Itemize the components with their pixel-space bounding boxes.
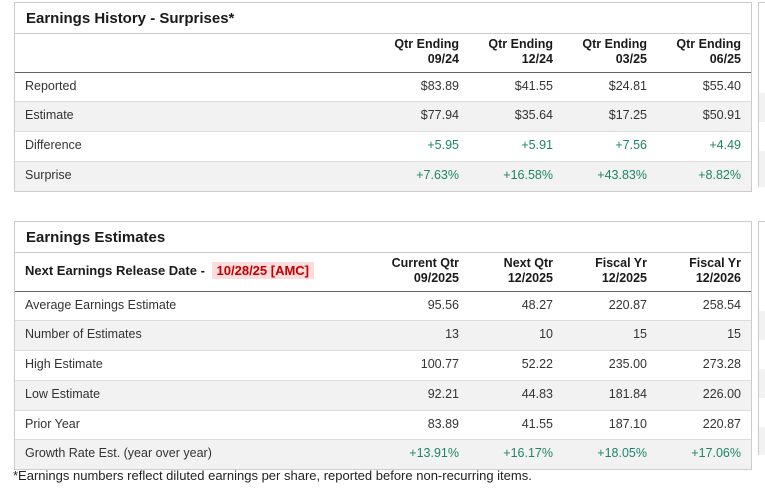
cell-value: $17.25 [563, 101, 657, 132]
row-label: Number of Estimates [15, 320, 375, 351]
earnings-history-card: Earnings History - Surprises* Qtr Ending… [14, 2, 752, 192]
table-row: High Estimate 100.77 52.22 235.00 273.28 [15, 350, 751, 381]
cell-value: +5.95 [375, 131, 469, 162]
earnings-history-header-row: Qtr Ending 09/24 Qtr Ending 12/24 Qtr En… [15, 34, 751, 73]
row-label: Difference [15, 131, 375, 162]
cell-value: 226.00 [657, 380, 751, 411]
earnings-history-table: Qtr Ending 09/24 Qtr Ending 12/24 Qtr En… [15, 34, 751, 191]
row-label: High Estimate [15, 350, 375, 381]
cell-value: 181.84 [563, 380, 657, 411]
table-row: Difference +5.95 +5.91 +7.56 +4.49 [15, 131, 751, 162]
table-row: Surprise +7.63% +16.58% +43.83% +8.82% [15, 161, 751, 191]
row-label: Estimate [15, 101, 375, 132]
column-header-fiscal-yr-2: Fiscal Yr 12/2026 [657, 253, 751, 292]
cell-value: $83.89 [375, 72, 469, 103]
cell-value: 48.27 [469, 291, 563, 322]
cell-value: +17.06% [657, 439, 751, 469]
column-header-fiscal-yr-1: Fiscal Yr 12/2025 [563, 253, 657, 292]
next-earnings-release-cell: Next Earnings Release Date - 10/28/25 [A… [15, 253, 375, 292]
table-row: Average Earnings Estimate 95.56 48.27 22… [15, 291, 751, 322]
cell-value: $55.40 [657, 72, 751, 103]
cell-value: 258.54 [657, 291, 751, 322]
earnings-estimates-title: Earnings Estimates [15, 222, 751, 253]
cell-value: 83.89 [375, 410, 469, 441]
cell-value: +8.82% [657, 161, 751, 191]
row-label: Prior Year [15, 410, 375, 441]
column-header-next-qtr: Next Qtr 12/2025 [469, 253, 563, 292]
cell-value: 273.28 [657, 350, 751, 381]
cell-value: 15 [657, 320, 751, 351]
row-label: Low Estimate [15, 380, 375, 411]
row-label: Surprise [15, 161, 375, 191]
cell-value: +7.63% [375, 161, 469, 191]
cell-value: 100.77 [375, 350, 469, 381]
column-header-qtr-1: Qtr Ending 09/24 [375, 34, 469, 73]
cell-value: +16.17% [469, 439, 563, 469]
cell-value: $41.55 [469, 72, 563, 103]
column-header-qtr-4: Qtr Ending 06/25 [657, 34, 751, 73]
table-row: Low Estimate 92.21 44.83 181.84 226.00 [15, 380, 751, 411]
table-row: Growth Rate Est. (year over year) +13.91… [15, 439, 751, 469]
cell-value: 52.22 [469, 350, 563, 381]
cell-value: +43.83% [563, 161, 657, 191]
cell-value: $77.94 [375, 101, 469, 132]
earnings-estimates-table: Next Earnings Release Date - 10/28/25 [A… [15, 253, 751, 469]
cell-value: +18.05% [563, 439, 657, 469]
cell-value: 15 [563, 320, 657, 351]
cell-value: $35.64 [469, 101, 563, 132]
cell-value: +4.49 [657, 131, 751, 162]
empty-header-cell [15, 34, 375, 73]
cell-value: $50.91 [657, 101, 751, 132]
cell-value: 235.00 [563, 350, 657, 381]
cell-value: 92.21 [375, 380, 469, 411]
earnings-estimates-card: Earnings Estimates Next Earnings Release… [14, 221, 752, 470]
column-header-current-qtr: Current Qtr 09/2025 [375, 253, 469, 292]
cell-value: +13.91% [375, 439, 469, 469]
earnings-history-title: Earnings History - Surprises* [15, 3, 751, 34]
cell-value: 220.87 [563, 291, 657, 322]
earnings-estimates-header-row: Next Earnings Release Date - 10/28/25 [A… [15, 253, 751, 292]
next-earnings-release-label: Next Earnings Release Date - [25, 263, 209, 279]
cell-value: $24.81 [563, 72, 657, 103]
next-earnings-release-date: 10/28/25 [AMC] [211, 262, 315, 280]
cell-value: 13 [375, 320, 469, 351]
column-header-qtr-3: Qtr Ending 03/25 [563, 34, 657, 73]
table-row: Prior Year 83.89 41.55 187.10 220.87 [15, 410, 751, 441]
table-row: Number of Estimates 13 10 15 15 [15, 320, 751, 351]
cell-value: 95.56 [375, 291, 469, 322]
cell-value: 44.83 [469, 380, 563, 411]
cell-value: +5.91 [469, 131, 563, 162]
table-row: Estimate $77.94 $35.64 $17.25 $50.91 [15, 101, 751, 132]
cell-value: +7.56 [563, 131, 657, 162]
cell-value: 220.87 [657, 410, 751, 441]
row-label: Average Earnings Estimate [15, 291, 375, 322]
row-label: Reported [15, 72, 375, 103]
earnings-footnote: *Earnings numbers reflect diluted earnin… [13, 468, 532, 483]
row-label: Growth Rate Est. (year over year) [15, 439, 375, 469]
cell-value: 41.55 [469, 410, 563, 441]
column-header-qtr-2: Qtr Ending 12/24 [469, 34, 563, 73]
cell-value: +16.58% [469, 161, 563, 191]
adjacent-card-sliver-bottom [758, 221, 765, 455]
cell-value: 10 [469, 320, 563, 351]
table-row: Reported $83.89 $41.55 $24.81 $55.40 [15, 72, 751, 103]
cell-value: 187.10 [563, 410, 657, 441]
adjacent-card-sliver-top [758, 2, 765, 187]
